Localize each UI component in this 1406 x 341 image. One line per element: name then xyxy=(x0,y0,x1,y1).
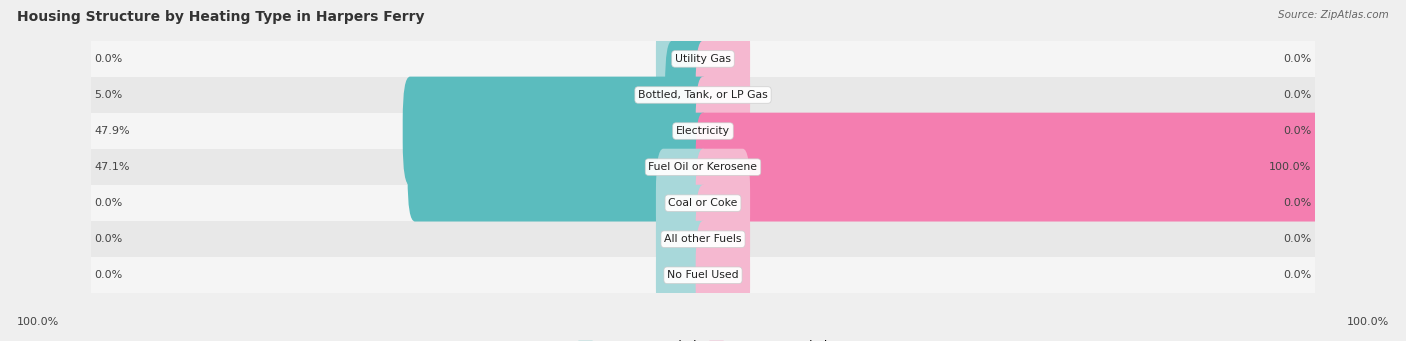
Text: 100.0%: 100.0% xyxy=(1270,162,1312,172)
FancyBboxPatch shape xyxy=(657,4,710,113)
Text: Housing Structure by Heating Type in Harpers Ferry: Housing Structure by Heating Type in Har… xyxy=(17,10,425,24)
FancyBboxPatch shape xyxy=(657,149,710,257)
Text: 0.0%: 0.0% xyxy=(1284,198,1312,208)
FancyBboxPatch shape xyxy=(91,185,1315,221)
FancyBboxPatch shape xyxy=(657,221,710,330)
Text: Source: ZipAtlas.com: Source: ZipAtlas.com xyxy=(1278,10,1389,20)
Text: 0.0%: 0.0% xyxy=(1284,126,1312,136)
Text: 0.0%: 0.0% xyxy=(1284,54,1312,64)
Legend: Owner-occupied, Renter-occupied: Owner-occupied, Renter-occupied xyxy=(572,336,834,341)
Text: 100.0%: 100.0% xyxy=(1347,317,1389,327)
Text: 5.0%: 5.0% xyxy=(94,90,122,100)
FancyBboxPatch shape xyxy=(91,77,1315,113)
Text: No Fuel Used: No Fuel Used xyxy=(668,270,738,280)
Text: Bottled, Tank, or LP Gas: Bottled, Tank, or LP Gas xyxy=(638,90,768,100)
FancyBboxPatch shape xyxy=(408,113,710,222)
FancyBboxPatch shape xyxy=(402,77,710,186)
Text: Electricity: Electricity xyxy=(676,126,730,136)
Text: 0.0%: 0.0% xyxy=(1284,90,1312,100)
FancyBboxPatch shape xyxy=(91,41,1315,77)
Text: Fuel Oil or Kerosene: Fuel Oil or Kerosene xyxy=(648,162,758,172)
Text: 0.0%: 0.0% xyxy=(94,198,122,208)
FancyBboxPatch shape xyxy=(696,4,749,113)
FancyBboxPatch shape xyxy=(696,185,749,294)
Text: Coal or Coke: Coal or Coke xyxy=(668,198,738,208)
FancyBboxPatch shape xyxy=(91,221,1315,257)
Text: 100.0%: 100.0% xyxy=(17,317,59,327)
Text: 0.0%: 0.0% xyxy=(94,234,122,244)
FancyBboxPatch shape xyxy=(91,113,1315,149)
FancyBboxPatch shape xyxy=(696,221,749,330)
FancyBboxPatch shape xyxy=(665,41,710,149)
Text: 0.0%: 0.0% xyxy=(94,270,122,280)
FancyBboxPatch shape xyxy=(696,113,1322,222)
Text: 0.0%: 0.0% xyxy=(1284,270,1312,280)
Text: 0.0%: 0.0% xyxy=(94,54,122,64)
FancyBboxPatch shape xyxy=(696,149,749,257)
Text: 47.1%: 47.1% xyxy=(94,162,129,172)
FancyBboxPatch shape xyxy=(91,257,1315,293)
Text: All other Fuels: All other Fuels xyxy=(664,234,742,244)
Text: Utility Gas: Utility Gas xyxy=(675,54,731,64)
FancyBboxPatch shape xyxy=(696,41,749,149)
Text: 0.0%: 0.0% xyxy=(1284,234,1312,244)
Text: 47.9%: 47.9% xyxy=(94,126,131,136)
FancyBboxPatch shape xyxy=(696,77,749,186)
FancyBboxPatch shape xyxy=(91,149,1315,185)
FancyBboxPatch shape xyxy=(657,185,710,294)
